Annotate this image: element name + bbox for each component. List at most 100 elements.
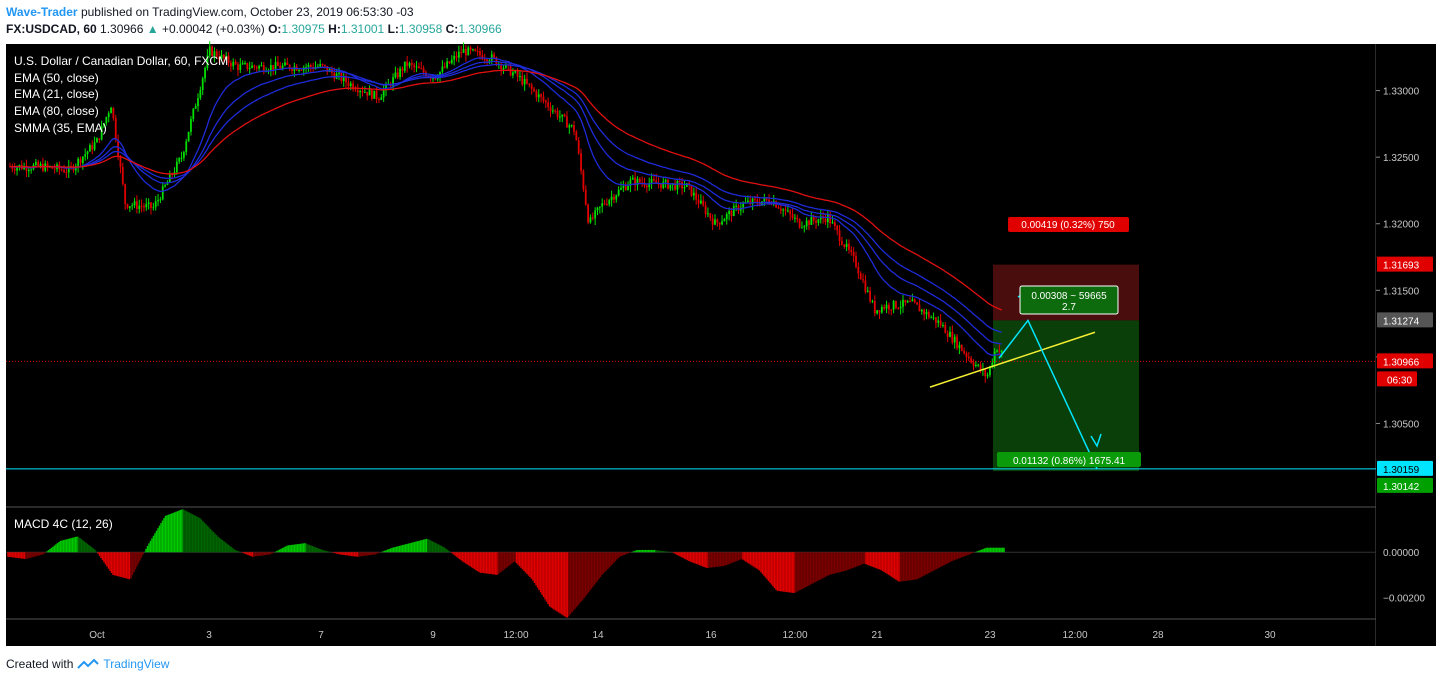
bear-candle bbox=[500, 64, 503, 70]
legend-smma35: SMMA (35, EMA) bbox=[14, 121, 107, 135]
bear-candle bbox=[791, 214, 794, 218]
bear-candle bbox=[754, 198, 756, 200]
time-tick-label: 21 bbox=[871, 630, 883, 641]
bear-candle bbox=[460, 51, 463, 53]
bear-candle bbox=[573, 125, 575, 132]
trendline[interactable] bbox=[929, 331, 1096, 388]
bull-candle bbox=[408, 63, 411, 67]
bear-candle bbox=[873, 300, 876, 314]
bear-candle bbox=[582, 170, 585, 190]
bear-candle bbox=[624, 186, 627, 190]
bear-candle bbox=[375, 90, 378, 100]
bull-candle bbox=[251, 65, 253, 69]
price-axis[interactable]: 1.330001.325001.320001.315001.310001.305… bbox=[1376, 44, 1436, 646]
price-tick-label: 1.31500 bbox=[1383, 286, 1420, 297]
bear-candle bbox=[927, 311, 930, 318]
bull-candle bbox=[225, 55, 228, 58]
low-value: 1.30958 bbox=[398, 22, 443, 36]
bull-candle bbox=[942, 325, 944, 327]
bull-candle bbox=[786, 210, 789, 212]
bear-candle bbox=[434, 78, 437, 80]
bull-candle bbox=[187, 131, 190, 142]
bear-candle bbox=[756, 199, 759, 204]
bull-candle bbox=[107, 113, 110, 118]
author-link[interactable]: Wave-Trader bbox=[6, 5, 78, 19]
macd-tick-label: −0.00200 bbox=[1383, 594, 1425, 605]
bull-candle bbox=[462, 48, 465, 53]
bear-candle bbox=[533, 88, 535, 92]
bear-candle bbox=[965, 353, 968, 357]
price-tick-label: 1.30500 bbox=[1383, 419, 1420, 430]
bull-candle bbox=[974, 364, 977, 367]
bull-candle bbox=[103, 123, 105, 127]
bear-candle bbox=[396, 72, 399, 78]
bear-candle bbox=[493, 54, 495, 58]
bear-candle bbox=[556, 110, 559, 118]
bull-candle bbox=[794, 217, 796, 219]
bull-candle bbox=[298, 69, 300, 71]
time-axis[interactable]: Oct 3 7 9 12:00 14 16 12:00 21 23 12:00 28 30 bbox=[89, 630, 1276, 641]
legend-ema80: EMA (80, close) bbox=[14, 104, 99, 118]
price-tick-label: 1.32500 bbox=[1383, 153, 1420, 164]
bear-candle bbox=[695, 192, 698, 200]
bear-candle bbox=[998, 350, 1001, 352]
bull-candle bbox=[880, 307, 883, 313]
bull-candle bbox=[86, 151, 89, 155]
time-tick-label: 12:00 bbox=[782, 630, 807, 641]
bull-candle bbox=[359, 91, 362, 93]
bear-candle bbox=[547, 102, 550, 108]
bull-candle bbox=[568, 125, 571, 128]
bear-candle bbox=[530, 85, 533, 89]
tradingview-brand[interactable]: TradingView bbox=[103, 657, 170, 671]
bear-candle bbox=[890, 309, 893, 311]
bear-candle bbox=[246, 63, 249, 70]
bull-candle bbox=[30, 169, 33, 171]
bull-candle bbox=[467, 47, 470, 56]
bear-candle bbox=[277, 62, 279, 66]
bear-candle bbox=[824, 218, 827, 223]
bear-candle bbox=[852, 252, 855, 256]
macd-legend: MACD 4C (12, 26) bbox=[14, 517, 113, 531]
ratio-label-value: 0.00308 ~ 59665 bbox=[1031, 291, 1107, 302]
bull-candle bbox=[183, 151, 185, 158]
bull-candle bbox=[39, 163, 42, 167]
bull-candle bbox=[676, 181, 679, 190]
bear-candle bbox=[883, 307, 886, 309]
bull-candle bbox=[1000, 351, 1003, 353]
bull-candle bbox=[349, 83, 352, 86]
bear-candle bbox=[535, 91, 538, 98]
bull-candle bbox=[441, 66, 444, 72]
price-tag bbox=[1377, 460, 1433, 476]
bear-candle bbox=[53, 168, 56, 170]
bull-candle bbox=[977, 364, 980, 366]
bull-candle bbox=[338, 72, 340, 74]
bear-candle bbox=[904, 299, 907, 303]
bull-candle bbox=[96, 138, 98, 143]
price-axis-bg bbox=[1376, 44, 1436, 646]
bear-candle bbox=[613, 196, 615, 200]
bear-candle bbox=[448, 61, 451, 64]
bear-candle bbox=[366, 91, 369, 96]
bull-candle bbox=[161, 186, 164, 200]
bear-candle bbox=[946, 333, 949, 337]
bull-candle bbox=[636, 178, 639, 186]
change-value: +0.00042 (+0.03%) bbox=[162, 22, 265, 36]
bear-candle bbox=[406, 61, 409, 67]
bear-candle bbox=[909, 301, 911, 303]
bull-candle bbox=[707, 213, 709, 215]
bear-candle bbox=[11, 166, 14, 169]
bull-candle bbox=[154, 201, 157, 208]
bear-candle bbox=[324, 64, 326, 67]
bear-candle bbox=[25, 165, 28, 171]
projection-path[interactable] bbox=[998, 318, 1098, 470]
bull-candle bbox=[810, 216, 813, 225]
bear-candle bbox=[272, 65, 275, 70]
created-with-label: Created with bbox=[6, 657, 74, 671]
bull-candle bbox=[81, 156, 84, 164]
ema-80-line bbox=[10, 69, 1002, 311]
time-tick-label: 23 bbox=[984, 630, 996, 641]
bull-candle bbox=[615, 195, 618, 200]
bear-candle bbox=[347, 82, 350, 86]
